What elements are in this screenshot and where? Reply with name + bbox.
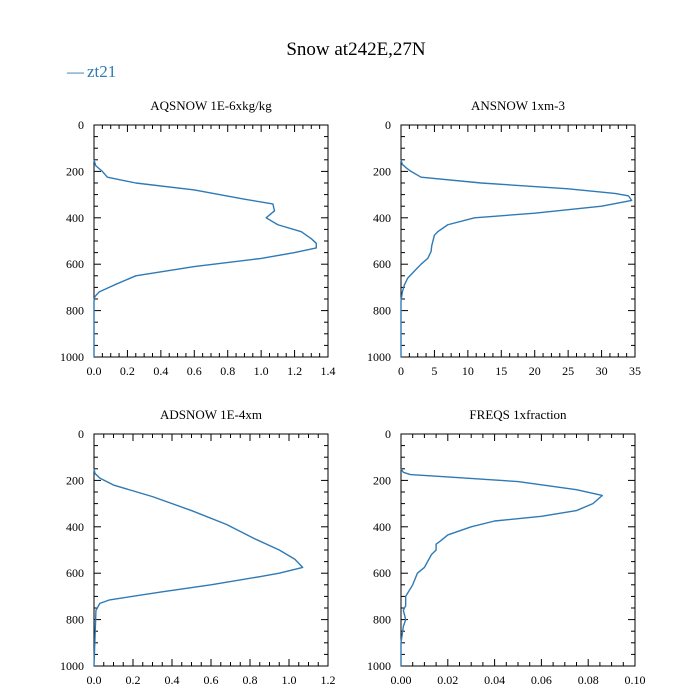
x-tick-label: 15 (495, 364, 507, 378)
y-tick-label: 200 (66, 164, 84, 178)
x-tick-label: 0.2 (126, 673, 141, 687)
x-tick-label: 0.8 (243, 673, 258, 687)
x-tick-label: 1.0 (254, 364, 269, 378)
panel-title: ANSNOW 1xm-3 (471, 98, 565, 113)
x-tick-label: 10 (462, 364, 474, 378)
y-tick-label: 600 (373, 566, 391, 580)
x-tick-label: 0.0 (87, 673, 102, 687)
x-tick-label: 0.8 (220, 364, 235, 378)
x-tick-label: 1.2 (321, 673, 336, 687)
x-tick-label: 0.4 (165, 673, 180, 687)
x-tick-label: 5 (431, 364, 437, 378)
y-tick-label: 800 (66, 613, 84, 627)
x-tick-label: 1.2 (287, 364, 302, 378)
series-line-zt21 (93, 159, 317, 357)
x-tick-label: 0.08 (578, 673, 599, 687)
y-tick-label: 1000 (367, 350, 391, 364)
panel-title: ADSNOW 1E-4xm (160, 407, 262, 422)
x-tick-label: 0.0 (87, 364, 102, 378)
x-tick-label: 0.6 (204, 673, 219, 687)
y-tick-label: 600 (373, 257, 391, 271)
x-tick-label: 0.2 (120, 364, 135, 378)
y-tick-label: 400 (373, 211, 391, 225)
y-tick-label: 200 (373, 473, 391, 487)
panel-2: ANSNOW 1xm-3 0 5 10 15 20 25 30 35 0 200 400 600 800 1… (367, 98, 641, 378)
y-tick-label: 1000 (60, 659, 84, 673)
y-tick-label: 400 (373, 520, 391, 534)
y-tick-label: 0 (385, 427, 391, 441)
x-tick-label: 30 (596, 364, 608, 378)
panel-1: AQSNOW 1E-6xkg/kg 0.0 0.2 0.4 0.6 0.8 1.0 1.2 1.… (60, 98, 336, 378)
x-tick-label: 35 (629, 364, 641, 378)
plot-frame (93, 433, 329, 667)
panel-title: AQSNOW 1E-6xkg/kg (150, 98, 272, 113)
y-tick-label: 600 (66, 566, 84, 580)
y-tick-label: 800 (373, 304, 391, 318)
panel-4: FREQS 1xfraction 0.00 0.02 0.04 0.06 0.08 0.10… (367, 407, 646, 687)
x-tick-label: 0.04 (484, 673, 505, 687)
legend-line-icon: — (66, 62, 85, 81)
x-tick-label: 1.4 (321, 364, 336, 378)
x-tick-label: 20 (529, 364, 541, 378)
y-tick-label: 400 (66, 520, 84, 534)
legend: — zt21 (66, 62, 116, 81)
figure-title: Snow at242E,27N (286, 39, 426, 60)
y-tick-label: 1000 (367, 659, 391, 673)
legend-label: zt21 (87, 62, 116, 81)
x-tick-label: 0.6 (187, 364, 202, 378)
plot-frame (93, 124, 329, 358)
y-tick-label: 0 (385, 118, 391, 132)
x-tick-label: 0.00 (391, 673, 412, 687)
y-tick-label: 600 (66, 257, 84, 271)
y-tick-label: 0 (78, 427, 84, 441)
x-tick-label: 0.06 (531, 673, 552, 687)
series-line-zt21 (400, 159, 633, 357)
series-line-zt21 (400, 468, 603, 666)
y-tick-label: 800 (66, 304, 84, 318)
y-tick-label: 200 (66, 473, 84, 487)
plot-frame (400, 124, 636, 358)
y-tick-label: 200 (373, 164, 391, 178)
x-tick-label: 1.0 (282, 673, 297, 687)
y-tick-label: 1000 (60, 350, 84, 364)
x-tick-label: 25 (562, 364, 574, 378)
y-tick-label: 0 (78, 118, 84, 132)
panel-3: ADSNOW 1E-4xm 0.0 0.2 0.4 0.6 0.8 1.0 1.2 0 200 40… (60, 407, 336, 687)
panel-title: FREQS 1xfraction (469, 407, 567, 422)
x-tick-label: 0.02 (437, 673, 458, 687)
series-line-zt21 (93, 468, 304, 667)
x-tick-label: 0 (398, 364, 404, 378)
y-tick-label: 800 (373, 613, 391, 627)
y-tick-label: 400 (66, 211, 84, 225)
x-tick-label: 0.10 (625, 673, 646, 687)
x-tick-label: 0.4 (153, 364, 168, 378)
